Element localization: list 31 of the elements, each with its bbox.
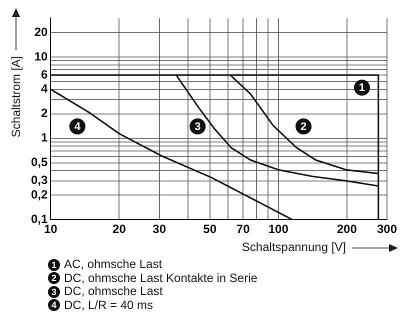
x-tick-label: 200 [336, 222, 358, 236]
legend-label: DC, L/R = 40 ms [64, 298, 154, 312]
annotation: 4 [74, 120, 82, 133]
y-tick-label: 2 [40, 106, 48, 120]
y-tick-label: 0,5 [30, 155, 48, 170]
x-tick-label: 30 [152, 222, 166, 236]
text: 3 [51, 286, 56, 297]
y-tick-label: 6 [40, 67, 48, 82]
y-tick-label: 4 [40, 82, 48, 96]
x-tick-label: 50 [203, 222, 217, 236]
legend-label: AC, ohmsche Last [64, 257, 162, 271]
x-tick-label: 20 [112, 222, 126, 236]
annotation: 3 [194, 120, 201, 133]
y-tick-label: 0,2 [30, 187, 48, 202]
y-tick-label: 20 [34, 24, 48, 39]
y-tick-label: 10 [34, 49, 48, 64]
x-tick-label: 100 [268, 222, 289, 236]
y-tick-label: 0,3 [30, 173, 48, 188]
annotation: 2 [300, 120, 307, 133]
text: 2 [51, 273, 56, 284]
x-tick-label: 300 [376, 222, 398, 236]
y-tick-label: 0,1 [30, 212, 48, 226]
y-tick-label: 1 [40, 130, 48, 145]
legend-label: DC, ohmsche Last Kontakte in Serie [64, 270, 258, 284]
x-tick-label: 70 [236, 222, 250, 236]
x-axis-title: Schaltspannung [V] [242, 240, 346, 254]
text: 4 [51, 300, 56, 310]
annotation: 1 [358, 82, 366, 94]
text: 1 [51, 260, 56, 270]
y-axis-title: Schaltstrom [A] [9, 56, 23, 138]
legend-label: DC, ohmsche Last [64, 284, 163, 298]
